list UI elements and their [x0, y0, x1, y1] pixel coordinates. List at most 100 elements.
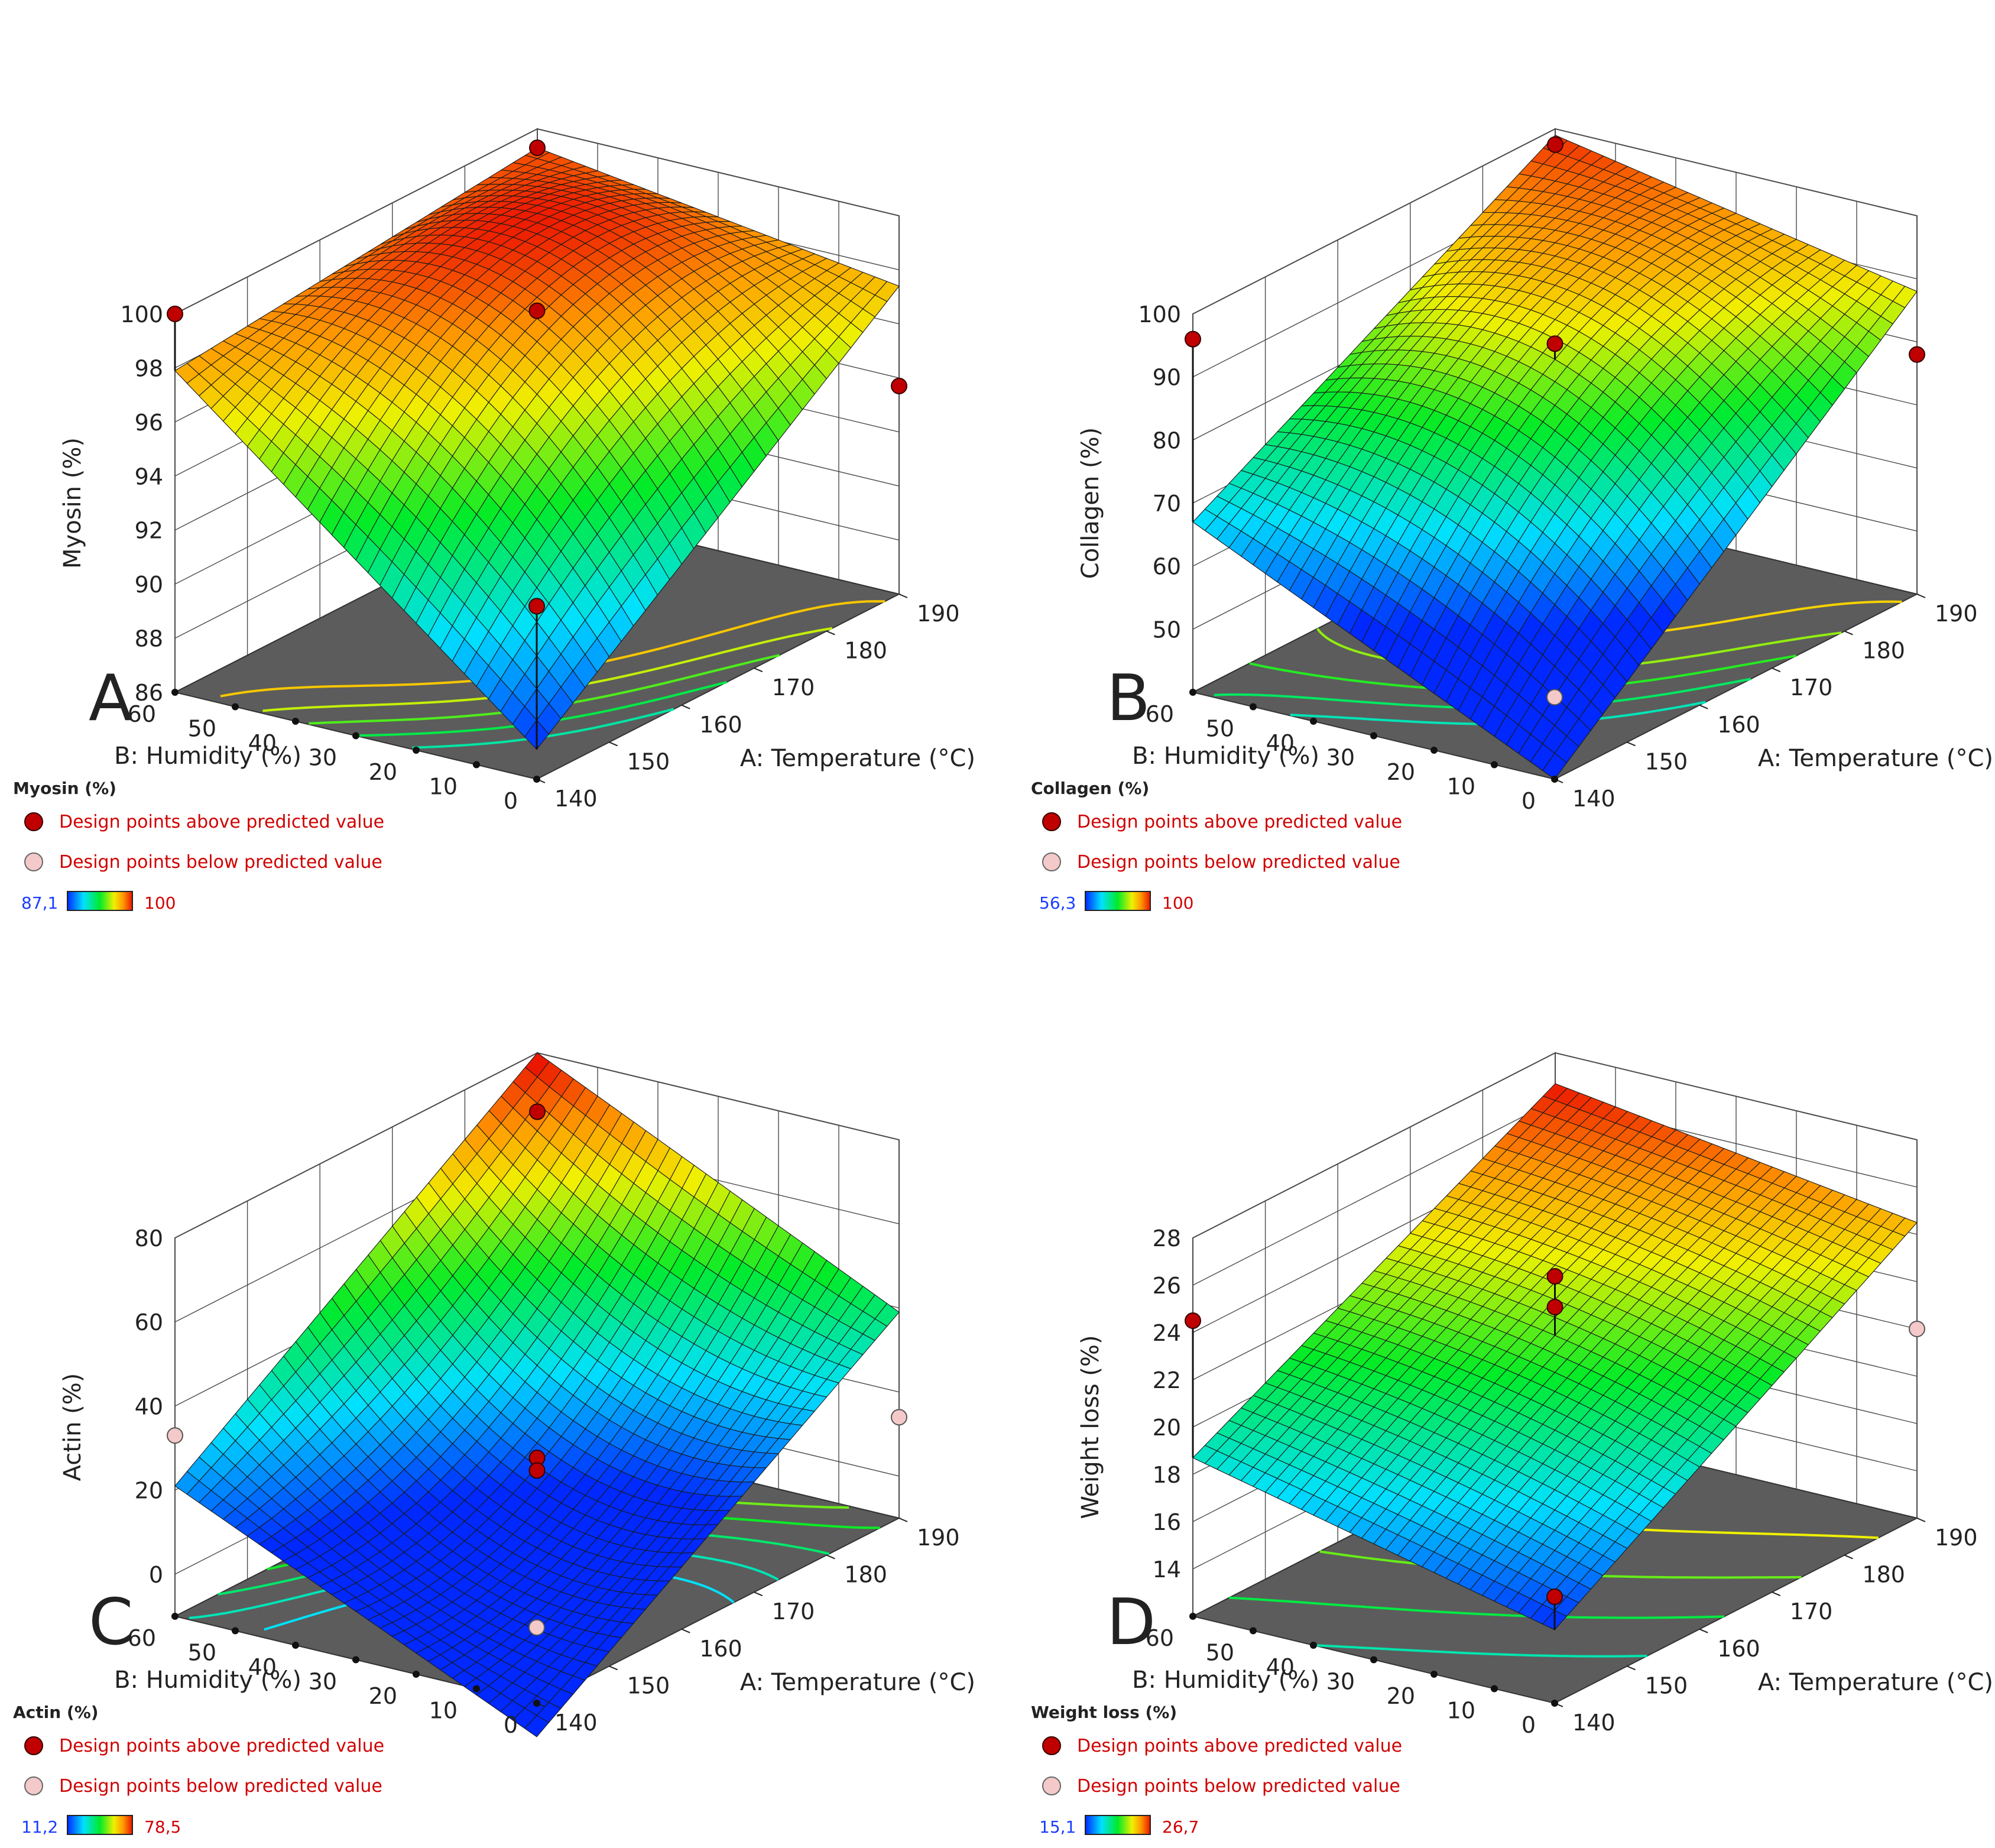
contour-line — [1229, 1596, 1724, 1619]
scale-min-label: 56,3 — [1039, 893, 1076, 913]
y-tick-mark — [1189, 689, 1196, 696]
point-above — [528, 598, 545, 615]
color-scale-bar — [1085, 891, 1151, 911]
point-above — [1185, 330, 1201, 348]
legend-below-label: Design points below predicted value — [1077, 1776, 1400, 1797]
panel-letter: B — [1107, 662, 1150, 735]
x-tick-label: 170 — [772, 1599, 815, 1625]
legend-above-marker — [1042, 812, 1061, 831]
z-tick-label: 22 — [1153, 1367, 1181, 1393]
x-tick-label: 150 — [627, 748, 670, 774]
z-tick-label: 70 — [1153, 491, 1181, 517]
legend-below-label: Design points below predicted value — [1077, 852, 1400, 873]
z-tick-label: 18 — [1153, 1462, 1181, 1488]
y-tick-mark — [533, 1700, 540, 1707]
x-tick-label: 170 — [1790, 1599, 1833, 1625]
y-tick-label: 10 — [429, 1698, 458, 1724]
scale-min-label: 11,2 — [21, 1817, 58, 1837]
x-tick-label: 160 — [699, 712, 742, 738]
x-axis-title: A: Temperature (°C) — [1758, 745, 1993, 772]
y-tick-label: 60 — [1146, 701, 1174, 727]
z-axis-title: Actin (%) — [59, 1373, 86, 1481]
point-above — [529, 140, 546, 156]
y-tick-mark — [1310, 1642, 1317, 1649]
design-points — [167, 1103, 907, 1636]
x-tick-label: 140 — [1572, 786, 1616, 812]
legend-title: Weight loss (%) — [1031, 1703, 1177, 1722]
y-tick-mark — [292, 718, 299, 725]
z-tick-label: 100 — [120, 301, 163, 328]
x-tick-label: 170 — [1790, 675, 1833, 701]
scale-max-label: 26,7 — [1162, 1817, 1199, 1837]
y-tick-label: 40 — [1266, 730, 1295, 756]
z-tick-label: 94 — [135, 463, 163, 489]
z-axis-title: Myosin (%) — [59, 437, 86, 569]
y-tick-label: 10 — [1447, 774, 1475, 800]
y-tick-label: 30 — [309, 1669, 337, 1695]
y-tick-label: 20 — [369, 1683, 397, 1709]
point-above — [529, 1103, 546, 1120]
z-tick-label: 40 — [135, 1393, 163, 1419]
z-axis-title: Collagen (%) — [1077, 427, 1104, 579]
x-tick-label: 180 — [844, 1562, 887, 1588]
scale-max-label: 100 — [1162, 893, 1193, 913]
y-tick-label: 40 — [248, 730, 277, 756]
z-tick-label: 96 — [135, 410, 163, 436]
x-tick-label: 190 — [1935, 1525, 1978, 1551]
y-axis-title: B: Humidity (%) — [1132, 743, 1319, 770]
y-tick-mark — [1250, 703, 1257, 711]
y-tick-label: 50 — [188, 1640, 216, 1666]
contour-line — [309, 654, 780, 725]
y-tick-label: 20 — [1387, 759, 1415, 785]
point-below — [1546, 689, 1563, 706]
x-tick-label: 190 — [917, 1525, 960, 1551]
y-tick-label: 40 — [248, 1654, 277, 1680]
z-tick-label: 20 — [135, 1478, 163, 1504]
y-tick-mark — [1370, 1656, 1377, 1664]
z-tick-label: 16 — [1153, 1509, 1181, 1535]
design-points — [1185, 136, 1925, 706]
response-surface — [1192, 1083, 1918, 1630]
z-tick-label: 60 — [1153, 554, 1181, 580]
x-tick-label: 140 — [1572, 1710, 1616, 1736]
z-grid-line — [174, 128, 900, 315]
legend-below-marker — [24, 852, 43, 871]
x-tick-label: 190 — [1935, 601, 1978, 627]
z-tick-label: 86 — [135, 680, 163, 706]
z-tick-label: 50 — [1153, 617, 1181, 643]
y-axis-title: B: Humidity (%) — [114, 1667, 301, 1694]
y-tick-mark — [232, 703, 239, 711]
panel-c: 0 20 40 60 80 Actin (%) 140 150 160 170 180 190 0 10 2… — [13, 1052, 975, 1837]
x-tick-mark — [1772, 1591, 1781, 1597]
point-below — [891, 1409, 907, 1426]
color-scale-bar — [67, 891, 133, 911]
contour-line — [1214, 677, 1751, 709]
point-above — [1547, 136, 1563, 153]
y-tick-mark — [352, 1656, 359, 1664]
y-tick-mark — [232, 1627, 239, 1635]
legend-below-label: Design points below predicted value — [59, 852, 382, 873]
x-tick-label: 160 — [699, 1636, 742, 1662]
x-tick-mark — [609, 741, 618, 747]
contour-line — [355, 680, 727, 737]
scale-max-label: 78,5 — [144, 1817, 181, 1837]
legend-above-marker — [24, 1736, 43, 1755]
x-tick-label: 140 — [554, 1710, 598, 1736]
y-tick-label: 10 — [1447, 1698, 1475, 1724]
x-tick-mark — [754, 1591, 763, 1597]
color-scale-bar — [67, 1815, 133, 1835]
x-tick-label: 150 — [1645, 748, 1688, 774]
y-tick-label: 0 — [504, 788, 518, 814]
y-tick-mark — [1551, 776, 1558, 783]
legend-title: Collagen (%) — [1031, 779, 1149, 798]
response-surface — [174, 147, 900, 750]
x-tick-label: 150 — [627, 1672, 670, 1698]
x-tick-mark — [898, 594, 908, 598]
x-tick-mark — [826, 1554, 835, 1560]
x-tick-label: 140 — [554, 786, 598, 812]
legend-title: Myosin (%) — [13, 779, 116, 798]
y-tick-mark — [1370, 732, 1377, 740]
x-tick-label: 180 — [844, 638, 887, 664]
x-tick-mark — [681, 1628, 690, 1633]
